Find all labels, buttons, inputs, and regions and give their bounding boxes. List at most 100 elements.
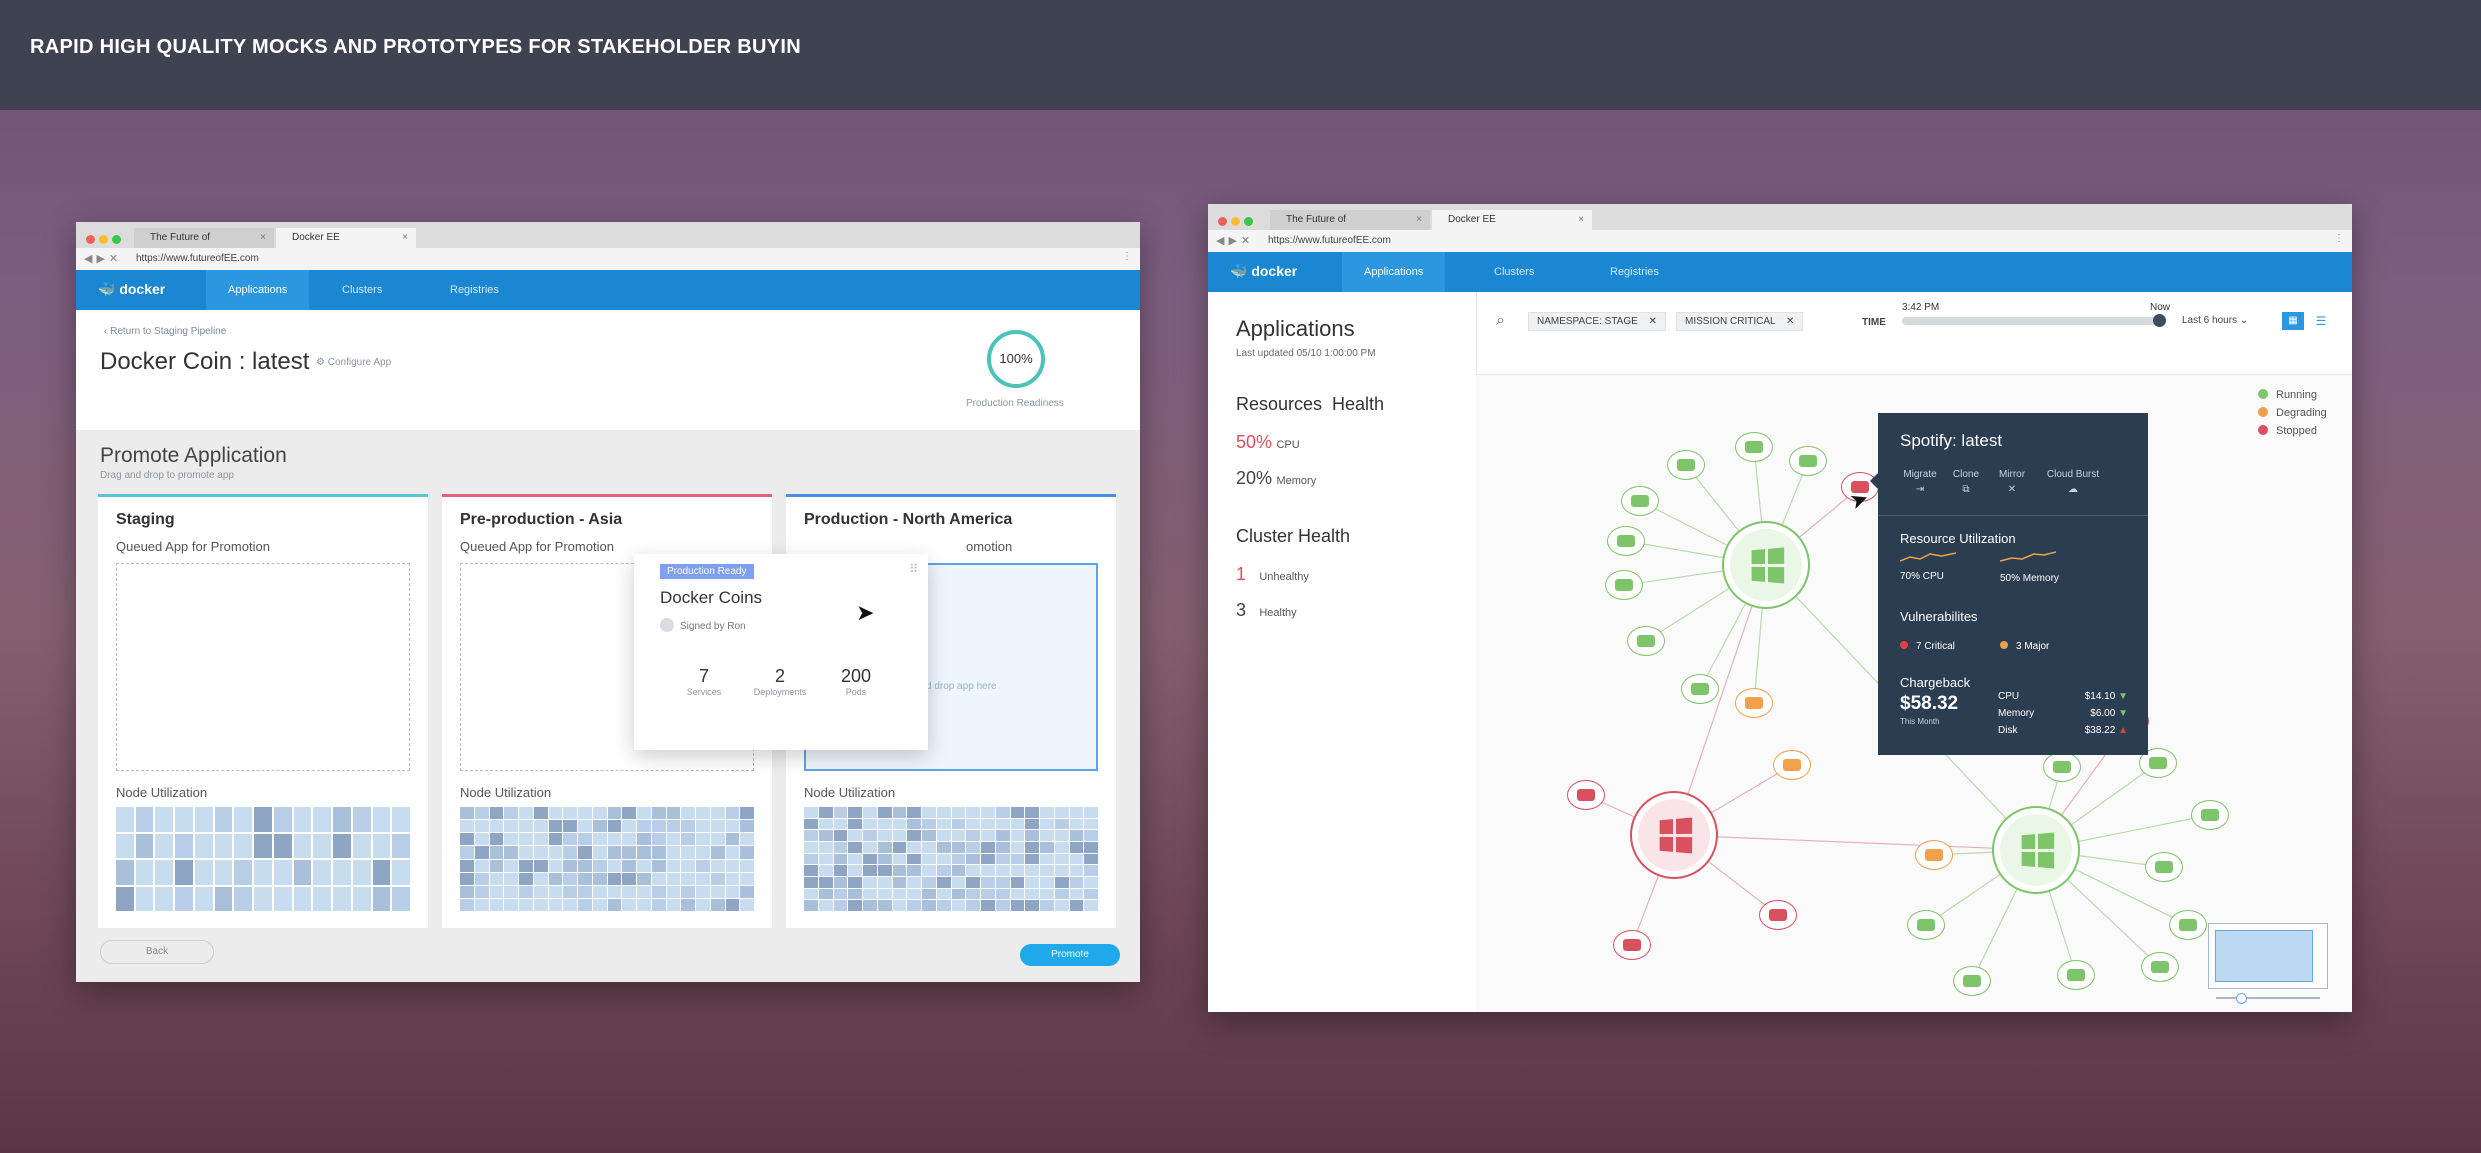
nav-applications[interactable]: Applications bbox=[206, 270, 310, 310]
time-slider[interactable] bbox=[1902, 314, 2166, 327]
node-cell bbox=[592, 885, 607, 898]
service-node[interactable] bbox=[1759, 900, 1797, 930]
window-controls[interactable] bbox=[1218, 213, 1257, 231]
node-cell bbox=[804, 900, 818, 911]
url-text[interactable]: https://www.futureofEE.com bbox=[136, 253, 259, 264]
tab-docker-ee[interactable]: Docker EE × bbox=[276, 228, 416, 248]
service-node[interactable] bbox=[1735, 688, 1773, 718]
service-node[interactable] bbox=[1735, 432, 1773, 462]
service-node[interactable] bbox=[1907, 910, 1945, 940]
search-icon[interactable]: ⌕ bbox=[1496, 312, 1505, 329]
service-node[interactable] bbox=[1607, 526, 1645, 556]
cluster-hub[interactable] bbox=[1630, 791, 1718, 879]
cursor-icon: ➤ bbox=[856, 600, 875, 625]
service-node[interactable] bbox=[2191, 800, 2229, 830]
service-node[interactable] bbox=[2145, 852, 2183, 882]
node-cell bbox=[504, 885, 518, 898]
service-node[interactable] bbox=[1915, 840, 1953, 870]
service-node[interactable] bbox=[1681, 674, 1719, 704]
docker-logo[interactable]: 🐳 docker bbox=[1230, 263, 1298, 279]
filter-chip-namespace[interactable]: NAMESPACE: STAGE ✕ bbox=[1528, 312, 1666, 331]
nav-clusters[interactable]: Clusters bbox=[1494, 266, 1535, 278]
service-node[interactable] bbox=[1627, 626, 1665, 656]
service-node[interactable] bbox=[1621, 486, 1659, 516]
cluster-hub[interactable] bbox=[1992, 806, 2080, 894]
node-cell bbox=[966, 865, 980, 876]
close-icon[interactable]: ✕ bbox=[1785, 316, 1795, 327]
staging-column: Staging Queued App for Promotion Node Ut… bbox=[98, 494, 428, 928]
container-icon bbox=[1631, 495, 1649, 507]
service-node[interactable] bbox=[1613, 930, 1651, 960]
node-cell bbox=[214, 860, 233, 885]
tab-future[interactable]: The Future of × bbox=[1270, 210, 1430, 230]
tab-docker-ee[interactable]: Docker EE × bbox=[1432, 210, 1592, 230]
service-node[interactable] bbox=[2141, 952, 2179, 982]
close-icon[interactable]: × bbox=[1416, 214, 1422, 225]
nav-registries[interactable]: Registries bbox=[450, 284, 499, 296]
drag-handle-icon[interactable]: ⠿ bbox=[909, 562, 918, 576]
zoom-slider[interactable] bbox=[2216, 993, 2320, 1004]
url-text[interactable]: https://www.futureofEE.com bbox=[1268, 235, 1391, 246]
action-cloud-burst[interactable]: Cloud Burst ☁ bbox=[2038, 469, 2108, 495]
drop-zone[interactable] bbox=[116, 563, 410, 771]
node-cell bbox=[848, 877, 862, 888]
nav-applications[interactable]: Applications bbox=[1342, 252, 1446, 292]
service-node[interactable] bbox=[2057, 960, 2095, 990]
node-cell bbox=[607, 846, 622, 859]
section-title: Promote Application bbox=[100, 444, 287, 467]
nav-arrows-icon[interactable]: ◀▶✕ bbox=[1216, 235, 1255, 247]
service-node[interactable] bbox=[1605, 570, 1643, 600]
node-cell bbox=[313, 860, 332, 885]
node-cell bbox=[1084, 877, 1098, 888]
topology-graph[interactable]: Running Degrading Stopped Spotify: lates… bbox=[1476, 375, 2352, 1012]
breadcrumb[interactable]: ‹ Return to Staging Pipeline bbox=[104, 326, 227, 337]
more-icon[interactable]: ⋮ bbox=[1122, 251, 1132, 262]
address-bar[interactable]: ◀▶✕ https://www.futureofEE.com ⋮ bbox=[1208, 230, 2352, 253]
action-clone[interactable]: Clone ⧉ bbox=[1946, 469, 1986, 495]
slider-handle[interactable] bbox=[2153, 314, 2166, 327]
node-cell bbox=[392, 860, 410, 885]
promote-button[interactable]: Promote bbox=[1020, 944, 1120, 966]
range-dropdown[interactable]: Last 6 hours ⌄ bbox=[2182, 315, 2249, 326]
docker-logo[interactable]: 🐳 docker bbox=[98, 281, 166, 297]
tab-future[interactable]: The Future of × bbox=[134, 228, 274, 248]
close-icon[interactable]: × bbox=[260, 232, 266, 243]
close-icon[interactable]: ✕ bbox=[1648, 316, 1657, 327]
close-icon[interactable]: × bbox=[402, 232, 408, 243]
configure-app-link[interactable]: ⚙ Configure App bbox=[316, 357, 392, 368]
filter-chip-mission[interactable]: MISSION CRITICAL ✕ bbox=[1676, 312, 1804, 331]
node-cell bbox=[681, 820, 695, 833]
minimap[interactable] bbox=[2208, 923, 2328, 989]
graph-view-icon[interactable]: ▦ bbox=[2282, 312, 2304, 330]
list-view-icon[interactable]: ☰ bbox=[2315, 314, 2327, 328]
dragged-app-card[interactable]: ⠿ Production Ready Docker Coins Signed b… bbox=[634, 554, 928, 750]
window-controls[interactable] bbox=[86, 231, 125, 249]
action-migrate[interactable]: Migrate ⇥ bbox=[1900, 469, 1940, 495]
node-cell bbox=[725, 820, 740, 833]
node-cell bbox=[892, 818, 907, 830]
service-node[interactable] bbox=[1567, 780, 1605, 810]
service-node[interactable] bbox=[1789, 446, 1827, 476]
service-node[interactable] bbox=[2043, 752, 2081, 782]
back-button[interactable]: Back bbox=[100, 940, 214, 964]
service-node[interactable] bbox=[1667, 450, 1705, 480]
node-cell bbox=[892, 888, 907, 900]
node-cell bbox=[578, 807, 592, 820]
nav-arrows-icon[interactable]: ◀▶✕ bbox=[84, 253, 123, 265]
nav-clusters[interactable]: Clusters bbox=[342, 284, 383, 296]
service-node[interactable] bbox=[1773, 750, 1811, 780]
cluster-hub[interactable] bbox=[1722, 521, 1810, 609]
close-icon[interactable]: × bbox=[1578, 214, 1584, 225]
node-cell bbox=[504, 846, 518, 859]
node-cell bbox=[651, 833, 666, 846]
nav-registries[interactable]: Registries bbox=[1610, 266, 1659, 278]
node-cell bbox=[710, 846, 725, 859]
address-bar[interactable]: ◀▶✕ https://www.futureofEE.com ⋮ bbox=[76, 248, 1140, 271]
service-node[interactable] bbox=[1953, 966, 1991, 996]
node-cell bbox=[352, 886, 371, 911]
service-node[interactable] bbox=[2169, 910, 2207, 940]
more-icon[interactable]: ⋮ bbox=[2334, 233, 2344, 244]
node-cell bbox=[592, 859, 607, 872]
action-mirror[interactable]: Mirror ✕ bbox=[1992, 469, 2032, 495]
zoom-handle[interactable] bbox=[2236, 993, 2247, 1004]
